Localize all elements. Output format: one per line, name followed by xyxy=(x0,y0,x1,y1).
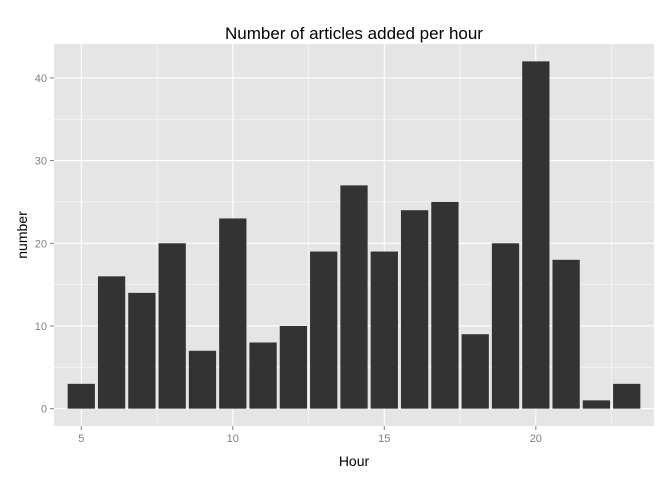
y-tick-label: 20 xyxy=(35,238,47,250)
bar-hour-12 xyxy=(279,325,308,409)
bar-hour-14 xyxy=(340,185,368,409)
bar-hour-16 xyxy=(400,210,429,409)
bar-hour-19 xyxy=(491,243,520,409)
x-tick-label: 15 xyxy=(378,433,390,445)
bar-hour-17 xyxy=(431,201,459,409)
y-axis-title: number xyxy=(14,211,30,259)
bar-hour-6 xyxy=(97,276,126,409)
bars xyxy=(67,61,641,409)
bar-hour-9 xyxy=(188,350,217,409)
bar-hour-18 xyxy=(461,334,489,409)
y-tick-label: 0 xyxy=(41,404,47,416)
bar-hour-11 xyxy=(249,342,277,409)
bar-hour-22 xyxy=(582,400,611,409)
y-tick-label: 40 xyxy=(35,73,47,85)
bar-hour-5 xyxy=(67,383,95,409)
y-tick-label: 10 xyxy=(35,321,47,333)
x-axis-title: Hour xyxy=(339,453,370,469)
x-tick-label: 20 xyxy=(530,433,542,445)
bar-hour-8 xyxy=(158,243,186,409)
bar-hour-23 xyxy=(613,383,641,409)
y-tick-label: 30 xyxy=(35,156,47,168)
x-axis-ticks: 5 10 15 20 xyxy=(78,426,542,445)
y-axis-ticks: 0 10 20 30 40 xyxy=(35,73,54,416)
bar-hour-7 xyxy=(128,292,156,409)
x-tick-label: 10 xyxy=(227,433,239,445)
chart-title: Number of articles added per hour xyxy=(225,24,483,43)
bar-hour-20 xyxy=(522,61,550,409)
bar-hour-15 xyxy=(370,251,398,409)
bar-hour-21 xyxy=(552,259,580,409)
bar-hour-10 xyxy=(219,218,247,409)
bar-hour-13 xyxy=(310,251,338,409)
x-tick-label: 5 xyxy=(78,433,84,445)
